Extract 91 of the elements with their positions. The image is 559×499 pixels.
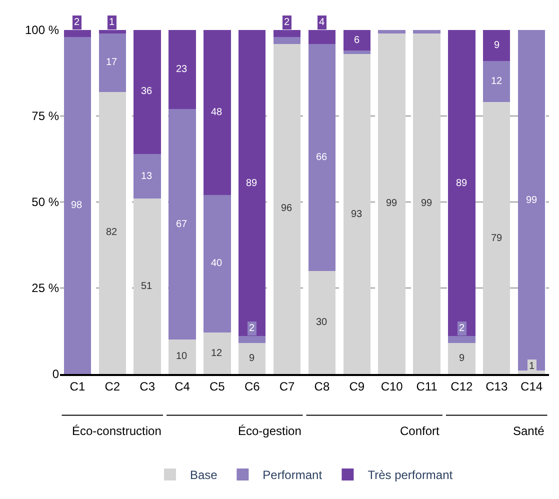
y-tick-label: 100 % xyxy=(24,23,60,38)
data-label: 36 xyxy=(141,86,153,97)
data-label: 48 xyxy=(211,107,223,118)
bar xyxy=(343,30,371,51)
data-label: 82 xyxy=(106,227,118,238)
x-tick-label: C3 xyxy=(140,379,156,394)
data-label: 99 xyxy=(526,195,538,206)
bar xyxy=(238,343,266,374)
x-tick-label: C1 xyxy=(70,379,86,394)
bar xyxy=(343,54,371,374)
data-label: 66 xyxy=(316,152,328,163)
data-label: 17 xyxy=(106,57,118,68)
bar xyxy=(204,30,231,196)
bar xyxy=(378,33,406,374)
data-label: 96 xyxy=(281,203,293,214)
x-tick-label: C5 xyxy=(210,379,226,394)
data-label: 2 xyxy=(74,17,80,28)
data-label: 89 xyxy=(456,178,468,189)
data-label: 6 xyxy=(354,35,360,46)
bar xyxy=(308,270,336,374)
bar xyxy=(238,30,266,336)
bar xyxy=(204,332,231,374)
data-label: 2 xyxy=(459,323,465,334)
data-label: 79 xyxy=(491,233,503,244)
x-tick-label: C13 xyxy=(486,379,508,394)
x-tick-label: C11 xyxy=(416,379,438,394)
data-label: 40 xyxy=(211,258,223,269)
x-tick-label: C12 xyxy=(450,379,474,394)
data-label: 9 xyxy=(459,353,465,364)
bar xyxy=(343,50,371,54)
bar xyxy=(273,44,301,374)
data-label: 93 xyxy=(351,209,363,220)
legend-label: Très performant xyxy=(368,468,454,482)
bar xyxy=(378,30,406,34)
data-label: 99 xyxy=(386,198,398,209)
bar xyxy=(168,30,196,110)
bar xyxy=(518,30,546,371)
y-tick-label: 25 % xyxy=(32,281,60,296)
text: Santé xyxy=(513,424,545,438)
y-tick-label: 75 % xyxy=(32,109,60,124)
bar xyxy=(308,44,336,271)
bar xyxy=(413,30,440,34)
data-label: 13 xyxy=(141,171,153,182)
data-label: 98 xyxy=(71,200,83,211)
bar xyxy=(204,195,231,333)
x-tick-label: C9 xyxy=(349,379,365,394)
bar xyxy=(98,33,126,92)
data-label: 1 xyxy=(109,17,115,28)
text: Éco-construction xyxy=(72,424,162,438)
bar xyxy=(134,154,161,199)
bar xyxy=(64,36,92,374)
y-tick-label: 50 % xyxy=(32,195,60,210)
data-label: 89 xyxy=(246,178,258,189)
bar xyxy=(134,30,161,154)
bar xyxy=(482,102,510,374)
bar xyxy=(448,30,476,336)
data-label: 99 xyxy=(421,198,433,209)
x-tick-label: C10 xyxy=(380,379,404,394)
text: Éco-gestion xyxy=(238,424,302,438)
data-label: 12 xyxy=(491,76,503,87)
x-tick-label: C2 xyxy=(104,379,120,394)
data-label: 10 xyxy=(176,351,188,362)
data-label: 2 xyxy=(249,323,255,334)
bar xyxy=(448,343,476,374)
data-label: 9 xyxy=(249,353,255,364)
data-label: 1 xyxy=(529,361,535,372)
data-label: 23 xyxy=(176,64,188,75)
x-tick-label: C6 xyxy=(244,379,260,394)
bar xyxy=(482,60,510,102)
x-tick-label: C7 xyxy=(279,379,296,394)
x-tick-label: C4 xyxy=(174,379,190,394)
data-label: 67 xyxy=(176,219,188,230)
x-tick-label: C14 xyxy=(520,379,543,394)
bar xyxy=(413,33,440,374)
bar xyxy=(482,30,510,61)
y-tick-label: 0 xyxy=(52,367,60,382)
data-label: 51 xyxy=(141,281,153,292)
bar xyxy=(134,198,161,374)
bar xyxy=(168,109,196,340)
bar xyxy=(273,36,301,44)
data-label: 12 xyxy=(211,348,223,359)
x-tick-label: C8 xyxy=(314,379,330,394)
text: Confort xyxy=(400,424,440,438)
data-label: 9 xyxy=(494,40,500,51)
data-label: 30 xyxy=(316,317,328,328)
bar xyxy=(168,340,196,374)
data-label: 2 xyxy=(284,17,290,28)
data-label: 4 xyxy=(319,17,325,28)
legend-label: Base xyxy=(190,468,218,482)
bar xyxy=(98,92,126,374)
legend-label: Performant xyxy=(262,468,323,482)
